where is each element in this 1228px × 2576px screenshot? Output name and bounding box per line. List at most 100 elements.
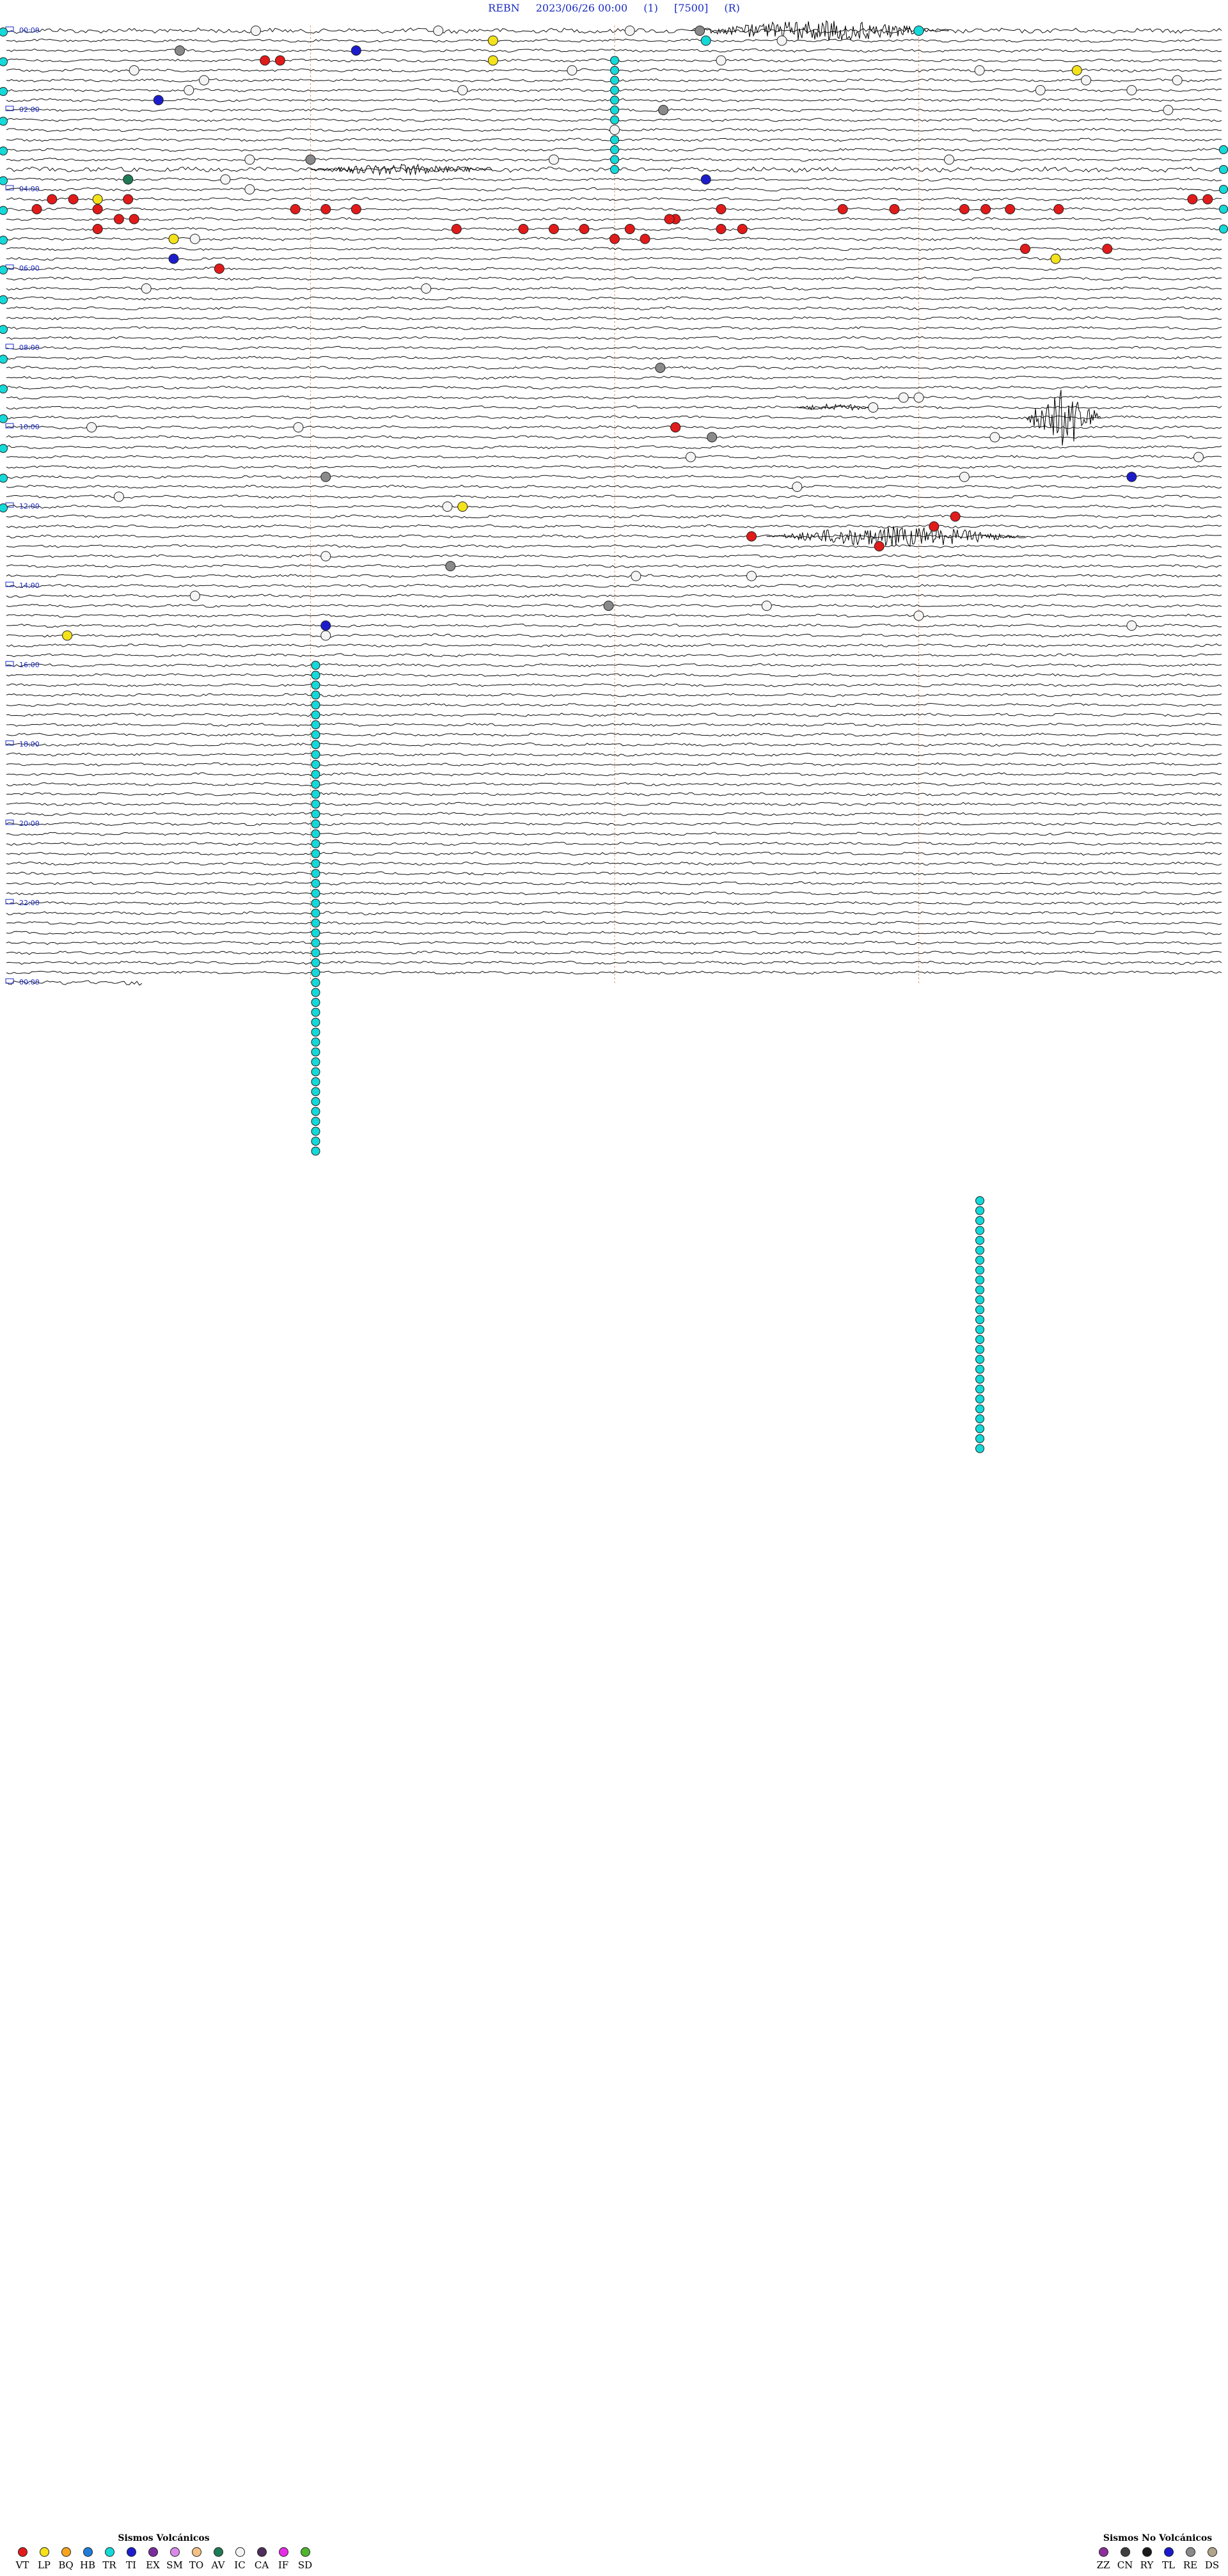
- tremor-marker: [311, 681, 320, 690]
- tremor-marker: [311, 899, 320, 908]
- legend-label: RY: [1140, 2559, 1154, 2571]
- hour-label: 18:00: [19, 740, 40, 748]
- tremor-marker: [1219, 145, 1228, 154]
- event-marker-vt: [548, 224, 559, 234]
- event-marker-ic: [320, 630, 331, 641]
- tremor-marker: [311, 690, 320, 700]
- tremor-marker: [0, 206, 8, 215]
- event-marker-vt: [640, 233, 650, 244]
- tremor-marker: [311, 919, 320, 928]
- legend-swatch: [191, 2547, 201, 2557]
- seismic-trace: [6, 316, 1222, 320]
- tremor-marker: [975, 1375, 984, 1384]
- channel-number: (1): [643, 2, 658, 14]
- hour-marker: [5, 106, 14, 111]
- tremor-marker: [975, 1276, 984, 1284]
- seismic-trace: [6, 702, 1222, 707]
- tremor-marker: [975, 1315, 984, 1324]
- tremor-marker: [0, 87, 8, 96]
- event-marker-tr: [700, 35, 711, 46]
- event-marker-vt: [518, 224, 529, 234]
- event-marker-ic: [548, 154, 559, 165]
- tremor-marker: [975, 1434, 984, 1443]
- seismic-trace: [6, 931, 1222, 935]
- event-marker-ti: [320, 620, 331, 631]
- tremor-marker: [0, 265, 8, 274]
- event-marker-ic: [421, 283, 432, 294]
- tremor-marker: [311, 1137, 320, 1146]
- event-marker-lp: [457, 502, 468, 512]
- legend-swatch: [169, 2547, 180, 2557]
- event-marker-ic: [631, 571, 642, 581]
- legend-label: IC: [234, 2559, 246, 2571]
- tremor-marker: [311, 770, 320, 779]
- event-marker-vt: [737, 224, 748, 234]
- hour-marker: [5, 899, 14, 905]
- tremor-marker: [0, 325, 8, 334]
- tremor-marker: [975, 1325, 984, 1334]
- tremor-marker: [311, 1117, 320, 1126]
- hour-marker: [5, 740, 14, 746]
- tremor-marker: [610, 165, 619, 174]
- tremor-marker: [975, 1424, 984, 1434]
- legend-swatch: [278, 2547, 288, 2557]
- event-marker-ic: [189, 233, 200, 244]
- event-marker-vt: [129, 214, 139, 225]
- tremor-marker: [975, 1226, 984, 1235]
- tremor-marker: [311, 1027, 320, 1037]
- event-marker-re: [655, 363, 666, 373]
- seismic-trace: [6, 742, 1222, 747]
- seismic-trace: [6, 524, 1222, 529]
- seismic-trace: [6, 197, 1222, 201]
- tremor-marker: [311, 760, 320, 769]
- tremor-marker: [311, 928, 320, 938]
- seismic-trace: [6, 435, 1222, 439]
- event-marker-vt: [950, 511, 961, 522]
- hour-label: 06:00: [19, 264, 40, 273]
- event-marker-ic: [86, 422, 97, 432]
- tremor-marker: [610, 115, 619, 125]
- legend-label: CN: [1117, 2559, 1133, 2571]
- seismic-trace: [6, 455, 1222, 459]
- seismic-trace: [6, 663, 1222, 668]
- tremor-marker: [0, 354, 8, 364]
- event-marker-ic: [913, 610, 924, 621]
- seismic-trace: [6, 534, 1222, 539]
- event-marker-lp: [487, 55, 498, 66]
- event-marker-vt: [113, 214, 124, 225]
- tremor-marker: [975, 1395, 984, 1403]
- event-marker-ic: [898, 392, 909, 403]
- hour-label: 00:00: [19, 978, 40, 986]
- legend-item-tr: TR: [100, 2547, 119, 2571]
- tremor-marker: [0, 235, 8, 245]
- event-marker-vt: [1202, 194, 1213, 205]
- tremor-marker: [0, 503, 8, 512]
- seismic-trace: [6, 921, 1222, 926]
- seismic-trace: [6, 405, 1222, 410]
- hour-label: 22:00: [19, 899, 40, 907]
- event-marker-lp: [62, 630, 73, 641]
- seismic-trace: [6, 821, 1222, 826]
- tremor-marker: [610, 106, 619, 115]
- event-marker-re: [707, 432, 718, 443]
- tremor-marker: [311, 879, 320, 888]
- tremor-marker: [975, 1256, 984, 1265]
- event-marker-vt: [274, 55, 285, 66]
- legend-swatch: [61, 2547, 71, 2557]
- tremor-marker: [311, 1047, 320, 1057]
- seismic-trace: [6, 345, 1222, 351]
- event-marker-ic: [1163, 105, 1174, 115]
- tremor-marker: [311, 1107, 320, 1116]
- tremor-marker: [610, 86, 619, 95]
- seismic-trace: [6, 693, 1222, 697]
- seismic-trace: [6, 246, 1222, 251]
- legend-item-lp: LP: [35, 2547, 54, 2571]
- event-marker-vt: [320, 204, 331, 214]
- amplitude-scale: [7500]: [674, 2, 709, 14]
- event-marker-lp: [487, 35, 498, 46]
- hour-label: 04:00: [19, 185, 40, 193]
- tremor-marker: [975, 1404, 984, 1414]
- legend-swatch: [235, 2547, 245, 2557]
- seismic-trace: [6, 217, 1222, 221]
- event-marker-re: [305, 154, 316, 165]
